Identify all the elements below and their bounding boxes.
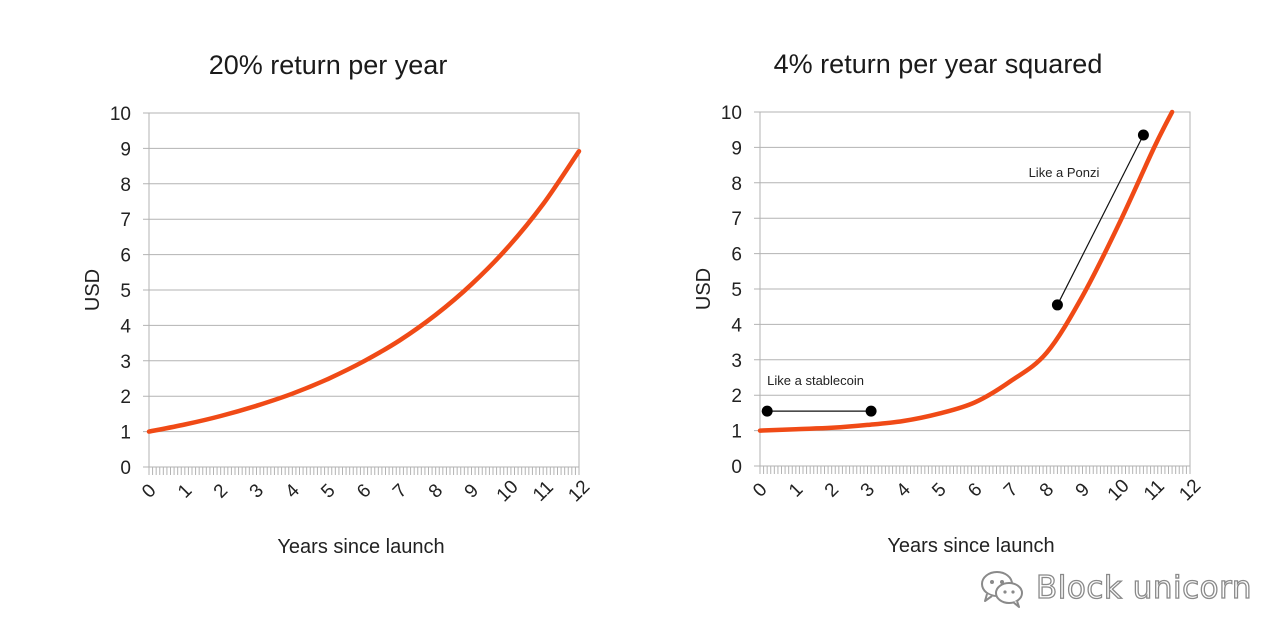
watermark-text: Block unicorn <box>1035 569 1252 606</box>
y-tick-label: 4 <box>120 316 131 337</box>
annotation-dot-start <box>761 405 773 417</box>
y-tick-label: 8 <box>731 174 742 195</box>
y-tick-label: 1 <box>731 422 742 443</box>
y-tick-label: 4 <box>731 315 742 336</box>
y-axis-label: USD <box>693 268 715 310</box>
x-tick-label: 8 <box>1036 479 1058 501</box>
x-tick-label: 5 <box>317 480 339 502</box>
x-axis-label: Years since launch <box>887 535 1054 557</box>
y-tick-label: 2 <box>731 386 742 407</box>
watermark: Block unicorn <box>978 566 1252 610</box>
x-tick-label: 6 <box>964 479 986 501</box>
y-tick-label: 7 <box>731 209 742 230</box>
x-tick-label: 4 <box>282 480 305 503</box>
x-tick-label: 9 <box>461 480 483 502</box>
annotation-label: Like a Ponzi <box>1029 165 1100 180</box>
y-tick-label: 8 <box>120 175 131 196</box>
wechat-icon <box>981 571 1023 608</box>
x-tick-label: 2 <box>210 480 232 502</box>
x-tick-label: 12 <box>1175 475 1205 505</box>
x-axis-label: Years since launch <box>277 536 444 558</box>
annotation-dot-end <box>865 405 877 417</box>
y-tick-label: 3 <box>120 352 131 373</box>
y-axis-label: USD <box>82 269 104 311</box>
annotation-line <box>1056 134 1144 306</box>
x-tick-label: 4 <box>893 479 916 502</box>
x-tick-label: 9 <box>1072 479 1094 501</box>
x-tick-label: 7 <box>389 480 411 502</box>
x-tick-label: 2 <box>821 479 843 501</box>
x-tick-label: 10 <box>1104 475 1134 505</box>
x-tick-label: 1 <box>785 479 807 501</box>
y-tick-label: 9 <box>731 138 742 159</box>
x-tick-label: 7 <box>1000 479 1022 501</box>
series-line-1 <box>757 109 1175 433</box>
x-tick-label: 6 <box>353 480 375 502</box>
y-tick-label: 3 <box>731 351 742 372</box>
y-tick-label: 5 <box>731 280 742 301</box>
annotation-dot-start <box>1051 299 1063 311</box>
y-tick-label: 10 <box>110 104 131 125</box>
x-tick-label: 10 <box>493 476 523 506</box>
x-tick-label: 3 <box>857 479 879 501</box>
y-tick-label: 2 <box>120 387 131 408</box>
x-minor-ticks <box>148 467 580 475</box>
x-tick-label: 0 <box>138 480 160 502</box>
y-tick-label: 0 <box>120 458 131 479</box>
x-minor-ticks <box>759 466 1191 474</box>
annotation-dot-end <box>1137 129 1149 141</box>
y-tick-label: 6 <box>120 246 131 267</box>
chart-title: 20% return per year <box>209 50 448 80</box>
y-tick-label: 5 <box>120 281 131 302</box>
x-tick-label: 12 <box>564 476 594 506</box>
x-tick-label: 11 <box>1140 476 1169 505</box>
annotation-label: Like a stablecoin <box>767 373 864 388</box>
y-tick-label: 7 <box>120 210 131 231</box>
series-line-1 <box>146 148 582 434</box>
annotation-1: Like a stablecoin <box>761 373 877 417</box>
x-tick-label: 0 <box>749 479 771 501</box>
chart-title: 4% return per year squared <box>774 49 1103 79</box>
y-tick-label: 6 <box>731 245 742 266</box>
y-tick-label: 10 <box>721 103 742 124</box>
x-tick-label: 1 <box>174 480 196 502</box>
x-tick-label: 11 <box>529 477 558 506</box>
x-tick-label: 5 <box>928 479 950 501</box>
x-tick-label: 8 <box>425 480 447 502</box>
y-tick-label: 1 <box>120 423 131 444</box>
y-tick-label: 9 <box>120 139 131 160</box>
x-tick-label: 3 <box>246 480 268 502</box>
y-tick-label: 0 <box>731 457 742 478</box>
annotation-2: Like a Ponzi <box>1029 129 1149 311</box>
